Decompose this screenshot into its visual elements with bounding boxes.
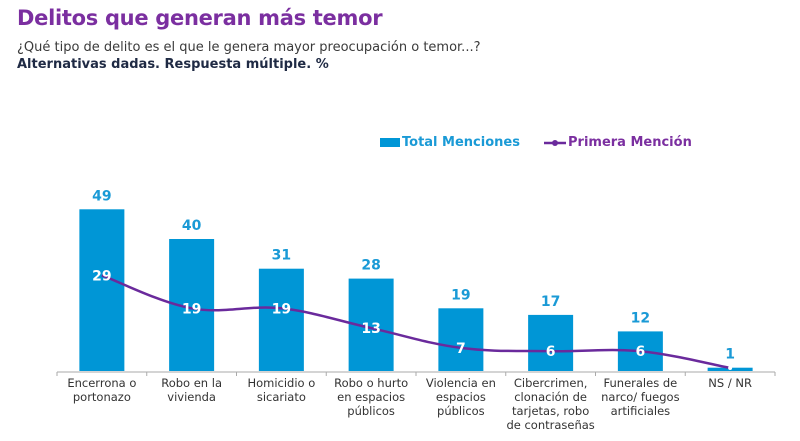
category-label-line: Violencia en [426, 376, 496, 390]
bar-value-label: 28 [361, 258, 380, 274]
category-label-line: Robo o hurto [334, 376, 408, 390]
category-label-line: sicariato [257, 390, 306, 404]
category-label: Encerrona o portonazo [67, 376, 136, 404]
category-label-line: públicos [347, 404, 395, 418]
bar [79, 209, 125, 371]
category-label-line: Encerrona o [67, 376, 136, 390]
response-note: Alternativas dadas. Respuesta múltiple. … [17, 57, 329, 72]
line-point [728, 366, 733, 370]
category-label: Cibercrimen, clonación de tarjetas, robo de… [506, 376, 594, 432]
bar-value-label: 49 [92, 188, 111, 204]
category-label-line: espacios [436, 390, 486, 404]
category-label-line: clonación de [514, 390, 587, 404]
category-label-line: Homicidio o [247, 376, 315, 390]
line-swatch-icon [544, 139, 566, 146]
category-label-line: portonazo [73, 390, 131, 404]
category-label-line: Funerales de [604, 376, 678, 390]
bar-value-label: 12 [631, 310, 650, 326]
line-value-label: 7 [456, 341, 466, 357]
category-label-line: públicos [437, 404, 485, 418]
bar-value-label: 17 [541, 294, 560, 310]
category-label-line: NS / NR [708, 376, 752, 390]
bar-value-label: 1 [725, 347, 735, 363]
line-value-label: 29 [92, 268, 111, 284]
category-label: Robo en la vivienda [161, 376, 222, 404]
category-label-line: de contraseñas [506, 418, 594, 432]
line-value-label: 6 [636, 344, 646, 360]
legend-item-total: Total Menciones [380, 135, 520, 150]
bar [528, 314, 574, 371]
line-value-label: 19 [182, 301, 201, 317]
first-mention-line [101, 274, 731, 370]
category-label: Funerales de narco/ fuegos artificiales [601, 376, 679, 418]
legend-label-first: Primera Mención [568, 135, 692, 150]
bar [258, 268, 304, 371]
category-label-line: en espacios [337, 390, 405, 404]
category-label-line: Robo en la [161, 376, 222, 390]
line-value-label: 6 [546, 344, 556, 360]
category-label-line: artificiales [611, 404, 671, 418]
category-label-line: Cibercrimen, [514, 376, 588, 390]
category-label: Homicidio o sicariato [247, 376, 315, 404]
legend-item-first: Primera Mención [544, 135, 692, 150]
line-value-label: 13 [361, 321, 380, 337]
legend-label-total: Total Menciones [402, 135, 520, 150]
category-label: Robo o hurto en espacios públicos [334, 376, 408, 418]
bar [438, 308, 484, 371]
category-label-line: vivienda [167, 390, 216, 404]
page-title: Delitos que generan más temor [17, 6, 383, 30]
category-label-line: tarjetas, robo [512, 404, 589, 418]
bar-swatch-icon [380, 138, 400, 147]
category-label: Violencia en espacios públicos [426, 376, 496, 418]
bar-value-label: 31 [272, 248, 291, 264]
category-label: NS / NR [708, 376, 752, 390]
line-value-label: 19 [272, 301, 291, 317]
question-subtitle: ¿Qué tipo de delito es el que le genera … [17, 40, 481, 55]
bar-value-label: 19 [451, 287, 470, 303]
category-label-line: narco/ fuegos [601, 390, 679, 404]
bar-value-label: 40 [182, 218, 202, 234]
